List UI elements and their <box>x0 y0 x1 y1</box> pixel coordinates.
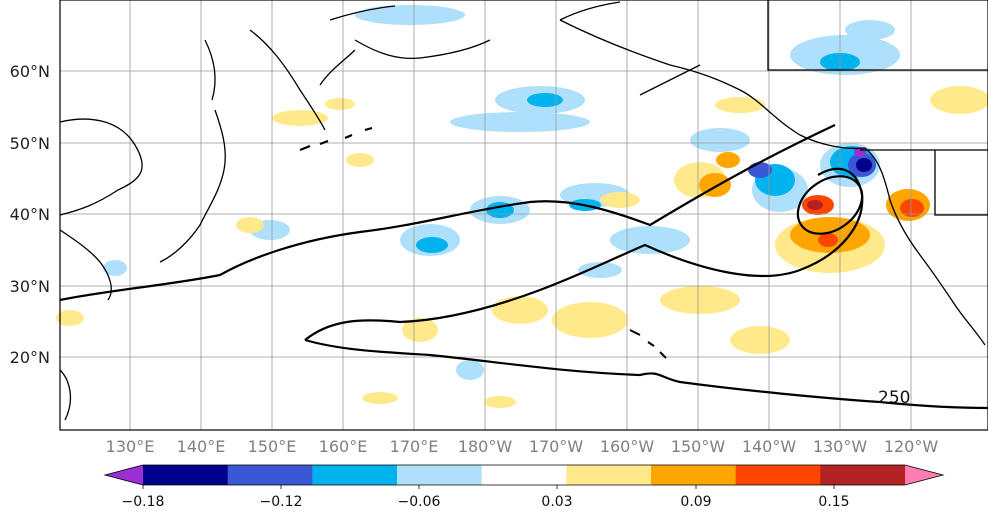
contour-label-250: 250 <box>878 388 910 408</box>
lon-label: 120°W <box>884 437 939 456</box>
lat-label: 20°N <box>10 348 50 367</box>
lat-label: 50°N <box>10 134 50 153</box>
lat-label: 40°N <box>10 205 50 224</box>
climatology-contours <box>59 124 988 410</box>
anomaly-shading <box>56 5 988 408</box>
colorbar-tick-label: −0.12 <box>260 494 303 510</box>
colorbar-segment <box>143 465 229 485</box>
lon-label: 170°W <box>529 437 584 456</box>
colorbar-tick-labels: −0.18 −0.12 −0.06 0.03 0.09 0.15 <box>122 494 850 510</box>
colorbar-segment <box>566 465 652 485</box>
colorbar-segment <box>735 465 821 485</box>
colorbar-tick-label: 0.09 <box>680 494 711 510</box>
colorbar-tick-label: −0.06 <box>398 494 441 510</box>
colorbar <box>103 464 945 489</box>
colorbar-segment <box>820 465 906 485</box>
lon-label: 150°E <box>248 437 297 456</box>
lon-label: 160°W <box>600 437 655 456</box>
lon-label: 140°E <box>177 437 226 456</box>
colorbar-tick-label: 0.03 <box>541 494 572 510</box>
colorbar-segment <box>905 465 943 485</box>
colorbar-segment <box>312 465 398 485</box>
colorbar-tick-label: −0.18 <box>122 494 165 510</box>
colorbar-segment <box>227 465 313 485</box>
colorbar-segment <box>105 465 143 485</box>
lon-label: 170°E <box>390 437 439 456</box>
lon-label: 130°W <box>813 437 868 456</box>
coastlines <box>59 0 988 421</box>
lon-label: 180°W <box>458 437 513 456</box>
latitude-labels: 60°N 50°N 40°N 30°N 20°N <box>10 62 50 367</box>
colorbar-segment <box>397 465 483 485</box>
lon-label: 160°E <box>319 437 368 456</box>
lon-label: 130°E <box>106 437 155 456</box>
colorbar-tick-label: 0.15 <box>818 494 849 510</box>
colorbar-segment <box>481 465 567 485</box>
colorbar-segment <box>651 465 737 485</box>
longitude-labels: 130°E 140°E 150°E 160°E 170°E 180°W 170°… <box>106 437 939 456</box>
lon-label: 150°W <box>671 437 726 456</box>
lat-label: 30°N <box>10 277 50 296</box>
lat-label: 60°N <box>10 62 50 81</box>
lon-label: 140°W <box>742 437 797 456</box>
plot-frame <box>59 0 988 431</box>
